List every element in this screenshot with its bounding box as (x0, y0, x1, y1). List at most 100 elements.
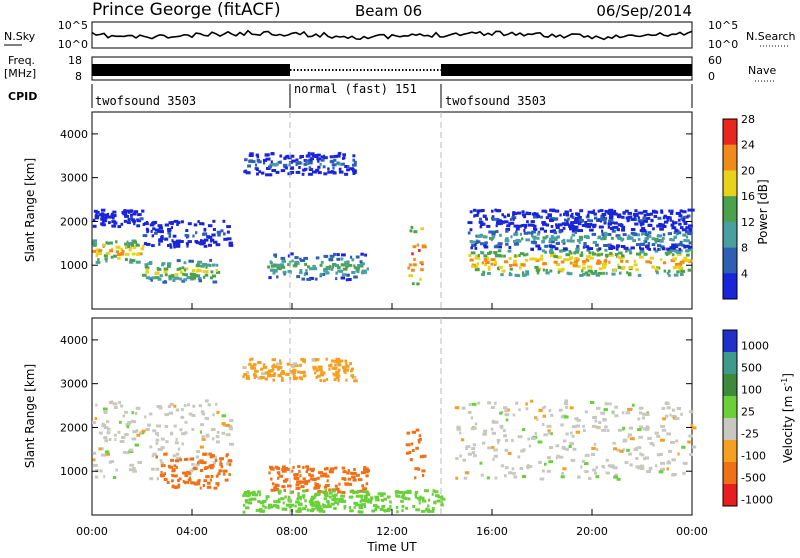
velocity-cell (654, 431, 659, 435)
power-cell (115, 250, 120, 254)
velocity-cell (175, 452, 180, 456)
velocity-cell (493, 401, 497, 405)
power-cell (662, 237, 665, 240)
power-cell (685, 230, 688, 234)
velocity-cell (482, 432, 487, 436)
power-cell (561, 267, 565, 271)
power-cell (104, 219, 108, 223)
velocity-cell (272, 363, 276, 367)
velocity-cell (504, 448, 509, 452)
velocity-cell (421, 469, 426, 473)
power-colorbar-tick: 24 (741, 139, 755, 152)
power-cell (469, 228, 473, 232)
power-cell (512, 263, 518, 267)
power-cell (185, 242, 189, 246)
velocity-cell (270, 488, 276, 492)
velocity-cell (182, 471, 187, 475)
power-cell (602, 271, 605, 275)
power-cell (557, 223, 563, 227)
power-cell (634, 209, 638, 213)
power-cell (173, 276, 178, 280)
velocity-cell (94, 475, 99, 479)
power-cell (601, 229, 604, 233)
power-cell (633, 214, 637, 218)
velocity-cell (418, 434, 422, 438)
power-cell (532, 235, 537, 239)
power-cell (137, 213, 142, 217)
velocity-cell (299, 497, 302, 501)
power-cell (503, 254, 506, 258)
power-cell (641, 227, 646, 231)
power-cell (125, 209, 130, 213)
power-cell (508, 246, 512, 249)
power-cell (268, 165, 272, 169)
power-cell (152, 220, 158, 224)
power-cell (681, 259, 685, 262)
power-cell (325, 271, 329, 275)
power-cell (551, 236, 555, 240)
power-cell (357, 264, 360, 267)
velocity-cell (149, 477, 154, 481)
power-cell (549, 248, 553, 252)
velocity-cell (577, 475, 581, 479)
power-cell (685, 239, 690, 243)
velocity-cell (261, 500, 267, 503)
velocity-cell (351, 489, 355, 493)
velocity-cell (353, 468, 356, 471)
power-cell (591, 272, 596, 275)
power-cell (655, 271, 659, 275)
velocity-cell (522, 448, 526, 452)
power-cell (608, 247, 613, 250)
power-cell (582, 260, 587, 264)
velocity-cell (460, 438, 465, 442)
velocity-cell (159, 473, 163, 477)
power-cell (678, 243, 682, 246)
power-cell (613, 209, 617, 213)
freq-label: Freq. (8, 54, 35, 67)
power-cell (669, 218, 672, 222)
power-cell (269, 260, 272, 264)
power-cell (310, 157, 314, 161)
power-cell (598, 271, 603, 275)
power-ytick-label: 4000 (60, 128, 88, 141)
velocity-cell (327, 502, 330, 506)
velocity-cell (295, 509, 299, 513)
velocity-cell (294, 476, 300, 480)
velocity-cell (311, 507, 316, 511)
power-cell (168, 221, 171, 225)
power-cell (104, 257, 108, 261)
power-cell (522, 223, 528, 227)
power-cell (209, 276, 213, 280)
power-cell (603, 221, 607, 225)
power-cell (264, 153, 270, 157)
power-cell (206, 235, 211, 239)
power-cell (676, 270, 680, 274)
velocity-cell (330, 502, 335, 506)
power-cell (569, 224, 575, 228)
velocity-cell (334, 363, 337, 367)
power-cell (584, 221, 588, 224)
velocity-cell (616, 477, 621, 481)
velocity-cell (528, 465, 533, 468)
velocity-cell (628, 426, 633, 430)
power-cell (142, 273, 147, 277)
power-cell (314, 277, 318, 281)
power-cell (348, 278, 352, 281)
velocity-cell (170, 458, 174, 462)
velocity-cell (353, 490, 357, 494)
power-cell (647, 223, 653, 227)
power-cell (555, 223, 558, 227)
velocity-cell (122, 450, 126, 454)
velocity-cell (274, 484, 280, 488)
velocity-cell (584, 410, 588, 414)
power-cell (591, 232, 597, 236)
velocity-cell (612, 411, 615, 415)
power-cell (662, 225, 667, 228)
velocity-cell (401, 504, 405, 508)
velocity-cell (681, 445, 686, 449)
velocity-cell (259, 509, 262, 513)
power-cell (589, 228, 594, 232)
power-cell (563, 247, 568, 251)
velocity-cell (364, 468, 368, 472)
